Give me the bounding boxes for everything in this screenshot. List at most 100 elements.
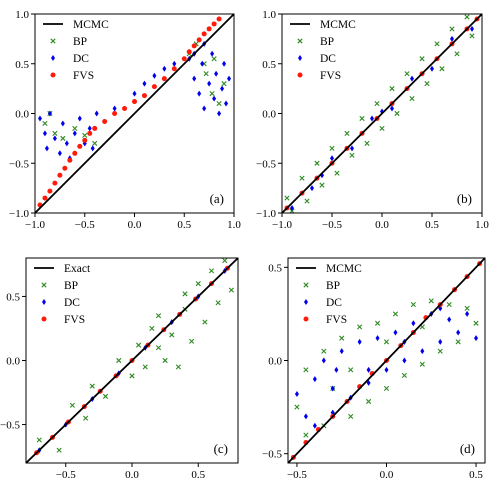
point-bp <box>464 14 470 20</box>
point-dc <box>77 115 82 122</box>
point-dc <box>202 105 207 112</box>
series-dc <box>294 305 479 429</box>
point-bp <box>469 33 475 39</box>
legend-label-mcmc: MCMC <box>326 263 362 275</box>
point-dc <box>447 316 452 323</box>
point-bp <box>419 361 425 367</box>
point-bp <box>401 372 407 378</box>
point-fvs <box>87 130 93 136</box>
point-dc <box>152 72 157 79</box>
legend-swatch-bp <box>41 282 47 288</box>
legend-label-dc: DC <box>73 53 89 65</box>
x-tick-label: 0.5 <box>425 219 439 231</box>
point-dc <box>420 348 425 355</box>
point-dc <box>366 366 371 373</box>
point-dc <box>132 90 137 97</box>
point-bp <box>203 71 209 77</box>
reference-line <box>288 258 485 463</box>
point-dc <box>470 25 474 32</box>
point-bp <box>437 348 443 354</box>
legend: Exact BP DC FVS <box>34 263 91 326</box>
legend-label-dc: DC <box>326 297 342 309</box>
point-bp <box>72 125 78 132</box>
point-dc <box>222 60 227 67</box>
point-bp <box>82 132 88 138</box>
point-bp <box>409 95 415 102</box>
point-bp <box>136 342 142 348</box>
point-dc <box>402 357 407 364</box>
x-tick-label: 0.5 <box>177 219 191 231</box>
point-bp <box>374 100 380 107</box>
point-bp <box>419 56 425 62</box>
legend-label-bp: BP <box>326 280 340 292</box>
point-fvs <box>201 31 207 37</box>
y-tick-label: 0.5 <box>15 59 29 71</box>
point-bp <box>439 66 445 72</box>
point-bp <box>149 325 155 332</box>
point-bp <box>348 367 354 373</box>
point-bp <box>182 291 188 297</box>
x-tick-label: 0.5 <box>191 469 205 481</box>
chart-panel-1: −1.0 −0.5 0.0 0.5 1.0 −1.0 −0.5 0.0 0.5 1.0 MCMC BP… <box>9 9 241 231</box>
point-bp <box>208 268 215 274</box>
point-dc <box>197 90 202 97</box>
legend-label-bp: BP <box>64 280 78 292</box>
point-fvs <box>181 56 187 62</box>
legend-swatch-fvs <box>297 72 303 78</box>
legend-label-exact: Exact <box>64 263 91 275</box>
point-bp <box>379 125 385 132</box>
point-dc <box>90 145 95 152</box>
x-tick-label: −0.5 <box>56 469 76 481</box>
point-dc <box>290 205 294 212</box>
point-dc <box>60 120 65 127</box>
y-tick-label: 0.0 <box>6 356 20 368</box>
point-bp <box>366 398 372 405</box>
point-bp <box>394 110 400 117</box>
x-tick-label: 0.0 <box>380 469 394 481</box>
point-dc <box>334 366 339 373</box>
point-fvs <box>52 180 58 186</box>
point-bp <box>162 357 168 364</box>
legend-swatch-bp <box>50 38 56 44</box>
point-bp <box>434 41 440 47</box>
point-fvs <box>141 93 147 99</box>
point-dc <box>357 338 362 345</box>
point-dc <box>312 422 317 429</box>
point-fvs <box>42 195 48 201</box>
point-dc <box>47 110 52 117</box>
point-bp <box>446 302 452 308</box>
legend-swatch-fvs <box>303 316 309 322</box>
chart-panel-2: −1.0 −0.5 0.0 0.5 1.0 −1.0 −0.5 0.0 0.5 1.0 MCMC BP… <box>256 9 489 231</box>
legend-swatch-fvs <box>50 72 56 78</box>
point-bp <box>410 302 416 308</box>
point-bp <box>215 300 221 306</box>
point-fvs <box>77 143 83 149</box>
y-tick-label: 0.0 <box>268 356 282 368</box>
point-bp <box>392 311 399 317</box>
point-bp <box>209 91 215 97</box>
point-bp <box>216 100 222 107</box>
legend: MCMC BP DC FVS <box>290 19 356 82</box>
point-fvs <box>57 172 63 178</box>
point-dc <box>37 115 42 122</box>
point-dc <box>384 366 389 373</box>
point-dc <box>303 413 308 420</box>
legend-label-fvs: FVS <box>326 314 347 326</box>
legend-label-fvs: FVS <box>73 70 94 82</box>
point-dc <box>411 320 416 327</box>
plot-area <box>26 258 238 463</box>
point-bp <box>359 115 365 122</box>
x-tick-label: −0.5 <box>322 219 342 231</box>
point-bp <box>349 152 355 158</box>
x-tick-label: 1.0 <box>227 219 241 231</box>
legend-swatch-bp <box>297 38 303 44</box>
point-dc <box>64 140 69 147</box>
point-fvs <box>186 49 192 55</box>
legend: MCMC BP DC FVS <box>296 263 362 326</box>
point-bp <box>455 339 461 345</box>
point-dc <box>207 80 212 87</box>
reference-line <box>282 14 482 213</box>
point-bp <box>334 170 340 176</box>
point-dc <box>87 125 92 132</box>
point-bp <box>169 332 175 338</box>
